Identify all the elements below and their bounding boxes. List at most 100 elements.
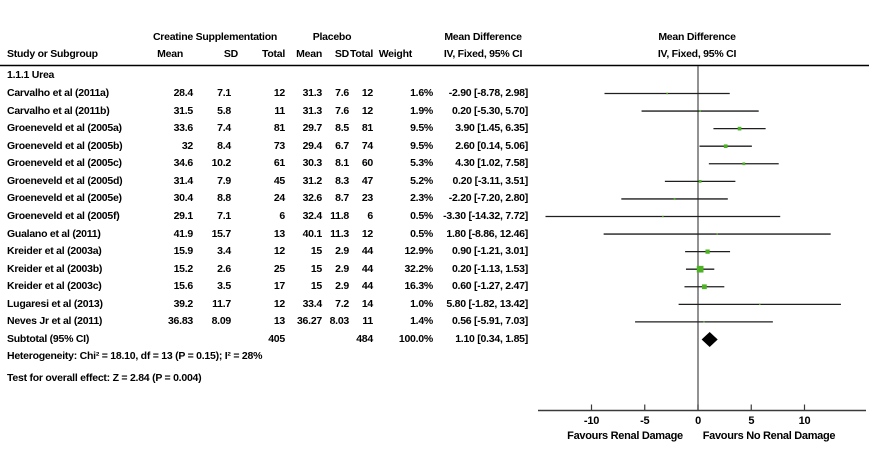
axis-tick-label: -10 [584, 415, 599, 427]
subtotal-row: Subtotal (95% CI) 405 484 100.0% 1.10 [0.34,… [0, 332, 869, 348]
table-row: Carvalho et al (2011b) 31.5 5.8 11 31.3 7.6 12… [0, 104, 869, 120]
placebo-total: 74 [361, 139, 373, 152]
header-md-plot-title: Mean Difference [658, 31, 736, 43]
creatine-mean: 41.9 [173, 227, 194, 240]
effect-square [666, 92, 668, 95]
placebo-mean: 33.4 [302, 297, 323, 310]
creatine-mean: 15.6 [173, 280, 194, 293]
ci-text: 1.80 [-8.86, 12.46] [446, 227, 528, 240]
weight-value: 0.5% [410, 227, 433, 240]
placebo-mean: 29.4 [302, 139, 323, 152]
creatine-mean: 31.5 [173, 104, 194, 117]
ci-text: 0.20 [-1.13, 1.53] [451, 262, 528, 275]
effect-square [696, 265, 704, 273]
table-row: Groeneveld et al (2005f) 29.1 7.1 6 32.4 11.8… [0, 209, 869, 225]
weight-value: 5.3% [410, 157, 433, 170]
table-row: Kreider et al (2003a) 15.9 3.4 12 15 2.9 44 12.… [0, 244, 869, 260]
weight-value: 9.5% [410, 139, 433, 152]
creatine-total: 405 [268, 332, 285, 345]
creatine-sd: 10.2 [211, 157, 232, 170]
weight-value: 100.0% [398, 332, 433, 345]
ci-text: 0.56 [-5.91, 7.03] [451, 315, 528, 328]
effect-square [716, 233, 718, 235]
creatine-sd: 11.7 [212, 297, 231, 310]
placebo-mean: 40.1 [302, 227, 323, 240]
creatine-total: 81 [273, 122, 285, 135]
creatine-total: 45 [273, 174, 285, 187]
ci-text: 4.30 [1.02, 7.58] [455, 157, 528, 170]
study-name: Lugaresi et al (2013) [7, 297, 103, 310]
header-md-text-title: Mean Difference [444, 31, 522, 43]
placebo-total: 14 [361, 297, 373, 310]
study-name: Groeneveld et al (2005d) [7, 174, 123, 187]
weight-value: 32.2% [404, 262, 433, 275]
creatine-sd: 7.4 [217, 122, 231, 135]
ci-text: 0.60 [-1.27, 2.47] [451, 280, 528, 293]
study-name: Kreider et al (2003b) [7, 262, 103, 275]
study-name: Groeneveld et al (2005c) [7, 157, 122, 170]
table-row: Groeneveld et al (2005b) 32 8.4 73 29.4 6.7 74… [0, 139, 869, 155]
header-md-plot-subtitle: IV, Fixed, 95% CI [657, 48, 737, 60]
placebo-sd: 8.03 [329, 315, 350, 328]
table-row: Groeneveld et al (2005c) 34.6 10.2 61 30.3 8.… [0, 156, 869, 172]
ci-text: 0.90 [-1.21, 3.01] [451, 245, 528, 258]
weight-value: 1.9% [410, 104, 433, 117]
creatine-sd: 5.8 [217, 104, 231, 117]
creatine-sd: 15.7 [211, 227, 232, 240]
creatine-mean: 29.1 [173, 209, 194, 222]
creatine-total: 12 [273, 245, 285, 258]
study-name: Gualano et al (2011) [7, 227, 101, 240]
creatine-total: 25 [273, 262, 285, 275]
header-creatine-sd: SD [223, 48, 238, 60]
placebo-sd: 6.7 [335, 139, 349, 152]
placebo-sd: 8.1 [335, 157, 349, 170]
placebo-mean: 36.27 [296, 315, 322, 328]
placebo-total: 12 [361, 87, 373, 99]
header-placebo-mean: Mean [296, 48, 322, 60]
header-creatine-mean: Mean [157, 48, 183, 60]
heterogeneity-text: Heterogeneity: Chi² = 18.10, df = 13 (P … [7, 350, 263, 362]
study-name: Carvalho et al (2011b) [7, 104, 110, 117]
study-name: Groeneveld et al (2005f) [7, 209, 120, 222]
table-row: Groeneveld et al (2005e) 30.4 8.8 24 32.6 8.7… [0, 191, 869, 207]
creatine-sd: 3.5 [217, 280, 231, 293]
ci-text: 2.60 [0.14, 5.06] [455, 139, 528, 152]
ci-text: -2.20 [-7.20, 2.80] [448, 192, 529, 205]
effect-square [673, 198, 676, 200]
overall-effect-text: Test for overall effect: Z = 2.84 (P = 0… [7, 372, 202, 384]
axis-tick-label: 0 [695, 415, 701, 427]
creatine-mean: 28.4 [173, 87, 194, 99]
table-row: Carvalho et al (2011a) 28.4 7.1 12 31.3 7.6 12… [0, 86, 869, 102]
weight-value: 1.0% [410, 297, 433, 310]
creatine-total: 13 [273, 227, 285, 240]
placebo-mean: 31.2 [302, 174, 323, 187]
table-row: Kreider et al (2003b) 15.2 2.6 25 15 2.9 44 32.… [0, 262, 869, 278]
placebo-sd: 11.3 [330, 227, 349, 240]
creatine-total: 61 [273, 157, 285, 170]
placebo-sd: 11.8 [330, 209, 349, 222]
effect-square [703, 321, 705, 323]
header-creatine-total: Total [261, 48, 285, 60]
placebo-total: 484 [356, 332, 373, 345]
placebo-mean: 15 [310, 262, 322, 275]
study-name: Carvalho et al (2011a) [7, 87, 109, 99]
placebo-total: 12 [361, 227, 373, 240]
weight-value: 0.5% [410, 209, 433, 222]
placebo-mean: 31.3 [302, 104, 323, 117]
weight-value: 9.5% [410, 122, 433, 135]
placebo-sd: 7.2 [335, 297, 349, 310]
header-study-or-subgroup: Study or Subgroup [7, 48, 98, 60]
placebo-sd: 2.9 [335, 262, 349, 275]
weight-value: 5.2% [410, 174, 433, 187]
weight-value: 2.3% [410, 192, 433, 205]
study-name: Kreider et al (2003a) [7, 245, 102, 258]
creatine-total: 17 [273, 280, 285, 293]
weight-value: 1.6% [410, 87, 433, 99]
creatine-mean: 30.4 [173, 192, 194, 205]
placebo-sd: 8.7 [335, 192, 349, 205]
placebo-mean: 32.4 [302, 209, 323, 222]
effect-square [723, 144, 728, 149]
subtotal-label: Subtotal (95% CI) [7, 332, 90, 345]
placebo-sd: 7.6 [335, 104, 349, 117]
creatine-mean: 39.2 [173, 297, 194, 310]
